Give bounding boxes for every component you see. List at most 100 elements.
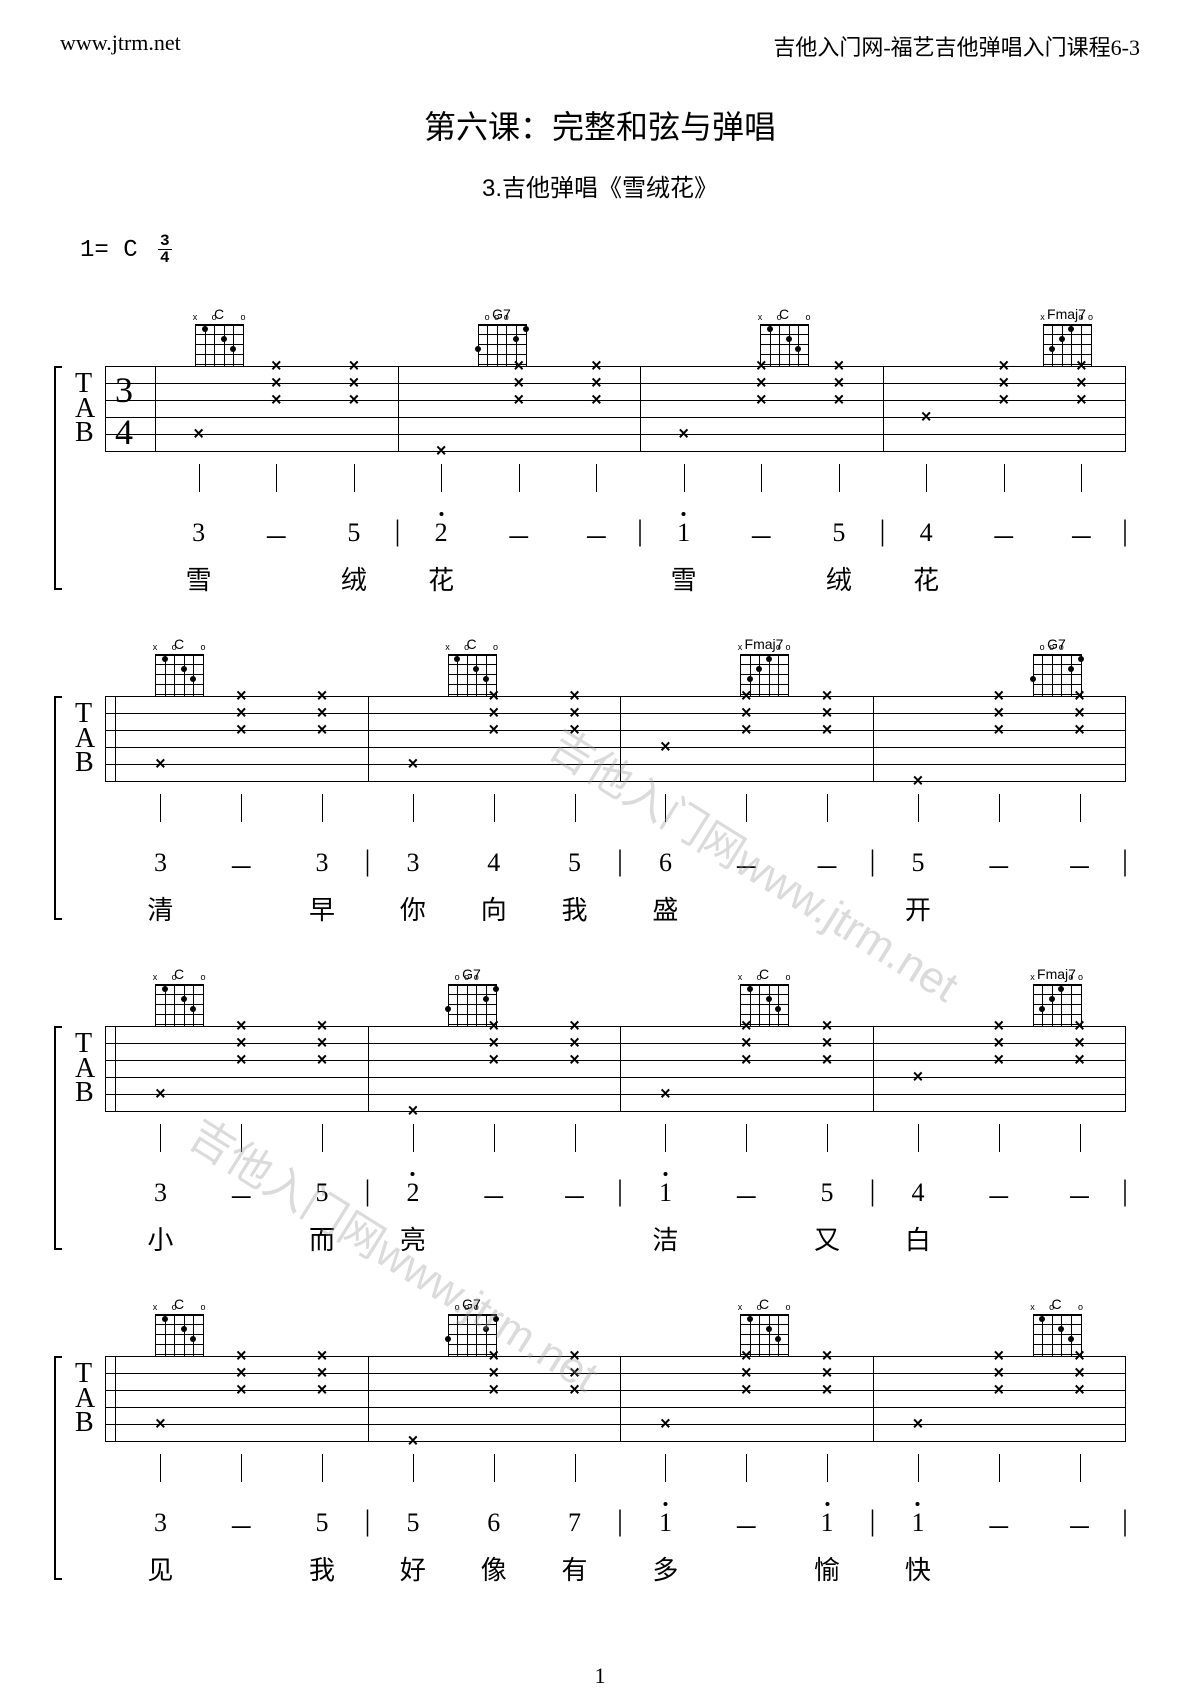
jianpu-note: 5 bbox=[347, 518, 360, 548]
chord-name: C bbox=[760, 306, 808, 322]
tab-note: × bbox=[488, 1380, 499, 1401]
chord-name: C bbox=[155, 636, 203, 652]
jianpu-note: － bbox=[562, 1178, 588, 1215]
tab-note: × bbox=[155, 1414, 166, 1435]
jianpu-note: － bbox=[583, 518, 609, 555]
jianpu-note: － bbox=[228, 848, 254, 885]
tab-clef: TAB bbox=[75, 1362, 95, 1436]
jianpu-note: 3 bbox=[406, 848, 419, 878]
tab-note: × bbox=[1076, 390, 1087, 411]
tab-note: × bbox=[822, 1380, 833, 1401]
lyric: 向 bbox=[481, 890, 507, 927]
lesson-title: 第六课：完整和弦与弹唱 bbox=[0, 102, 1200, 148]
tab-note: × bbox=[569, 1380, 580, 1401]
tab-note: × bbox=[488, 1050, 499, 1071]
tab-note: × bbox=[317, 1050, 328, 1071]
key-text: 1= C bbox=[80, 237, 138, 264]
jianpu-note: 2 bbox=[406, 1178, 419, 1208]
lyric: 而 bbox=[309, 1220, 335, 1257]
timesig-bot: 4 bbox=[158, 250, 172, 266]
tab-note: × bbox=[591, 390, 602, 411]
tab-note: × bbox=[756, 390, 767, 411]
lesson-subtitle: 3.吉他弹唱《雪绒花》 bbox=[0, 168, 1200, 203]
lyric: 雪 bbox=[671, 560, 697, 597]
tab-note: × bbox=[678, 424, 689, 445]
tab-note: × bbox=[569, 720, 580, 741]
jianpu-note: 5 bbox=[821, 1178, 834, 1208]
jianpu-note: 2 bbox=[435, 518, 448, 548]
tab-timesig-bot: 4 bbox=[115, 414, 133, 450]
tab-note: × bbox=[155, 754, 166, 775]
tab-note: × bbox=[660, 1414, 671, 1435]
tab-note: × bbox=[317, 1380, 328, 1401]
jianpu-note: － bbox=[228, 1178, 254, 1215]
jianpu-note: 1 bbox=[821, 1508, 834, 1538]
lyric: 有 bbox=[562, 1550, 588, 1587]
jianpu-note: 5 bbox=[911, 848, 924, 878]
tab-note: × bbox=[349, 390, 360, 411]
lyric: 花 bbox=[428, 560, 454, 597]
jianpu-barline: | bbox=[617, 844, 623, 878]
lyric: 好 bbox=[400, 1550, 426, 1587]
jianpu-barline: | bbox=[1122, 514, 1128, 548]
jianpu-note: － bbox=[814, 848, 840, 885]
lyric: 我 bbox=[309, 1550, 335, 1587]
jianpu-note: 1 bbox=[659, 1508, 672, 1538]
jianpu-barline: | bbox=[364, 1504, 370, 1538]
lyric: 早 bbox=[309, 890, 335, 927]
chord-name: C bbox=[448, 636, 496, 652]
jianpu-note: 3 bbox=[316, 848, 329, 878]
system-bracket bbox=[54, 696, 62, 920]
jianpu-note: － bbox=[228, 1508, 254, 1545]
jianpu-barline: | bbox=[617, 1174, 623, 1208]
jianpu-barline: | bbox=[879, 514, 885, 548]
tab-note: × bbox=[408, 1431, 419, 1452]
lyric: 雪 bbox=[186, 560, 212, 597]
tab-note: × bbox=[993, 1380, 1004, 1401]
jianpu-row: 3－5|2－－|1－5|4－－| bbox=[105, 1178, 1125, 1220]
jianpu-note: － bbox=[991, 518, 1017, 555]
site-url-left: www.jtrm.net bbox=[60, 30, 181, 62]
music-system: CxooCxooFmaj7xooG7oooTAB××××××××××××××××… bbox=[70, 626, 1130, 926]
tab-note: × bbox=[436, 441, 447, 462]
lyric: 清 bbox=[147, 890, 173, 927]
lyric: 快 bbox=[905, 1550, 931, 1587]
jianpu-note: 4 bbox=[487, 848, 500, 878]
jianpu-note: － bbox=[1067, 848, 1093, 885]
tab-note: × bbox=[834, 390, 845, 411]
lyric: 多 bbox=[652, 1550, 678, 1587]
tab-timesig-top: 3 bbox=[115, 372, 133, 408]
jianpu-barline: | bbox=[394, 514, 400, 548]
lyrics-row: 清早你向我盛开 bbox=[105, 890, 1125, 926]
jianpu-note: － bbox=[733, 1178, 759, 1215]
jianpu-note: 1 bbox=[911, 1508, 924, 1538]
music-system: CxooG7oooCxooFmaj7xooTAB34××××××××××××××… bbox=[70, 296, 1130, 596]
time-signature: 3 4 bbox=[158, 233, 172, 266]
lyric: 盛 bbox=[652, 890, 678, 927]
jianpu-note: 5 bbox=[316, 1508, 329, 1538]
jianpu-note: 1 bbox=[659, 1178, 672, 1208]
tab-note: × bbox=[660, 737, 671, 758]
chord-diagram: Cxoo bbox=[155, 966, 203, 1026]
jianpu-note: － bbox=[1068, 518, 1094, 555]
tab-clef: TAB bbox=[75, 372, 95, 446]
jianpu-note: － bbox=[263, 518, 289, 555]
tab-note: × bbox=[1074, 720, 1085, 741]
jianpu-note: － bbox=[986, 1178, 1012, 1215]
tab-note: × bbox=[913, 1067, 924, 1088]
lyric: 白 bbox=[905, 1220, 931, 1257]
tab-note: × bbox=[488, 720, 499, 741]
system-bracket bbox=[54, 1026, 62, 1250]
tab-note: × bbox=[993, 720, 1004, 741]
lyric: 绒 bbox=[826, 560, 852, 597]
tab-note: × bbox=[660, 1084, 671, 1105]
tab-note: × bbox=[408, 754, 419, 775]
jianpu-note: 5 bbox=[406, 1508, 419, 1538]
jianpu-row: 3－5|2－－|1－5|4－－| bbox=[105, 518, 1125, 560]
jianpu-note: － bbox=[506, 518, 532, 555]
tab-note: × bbox=[741, 1380, 752, 1401]
lyric: 开 bbox=[905, 890, 931, 927]
tab-note: × bbox=[317, 720, 328, 741]
course-label: 吉他入门网-福艺吉他弹唱入门课程6-3 bbox=[773, 30, 1140, 62]
tab-note: × bbox=[993, 1050, 1004, 1071]
